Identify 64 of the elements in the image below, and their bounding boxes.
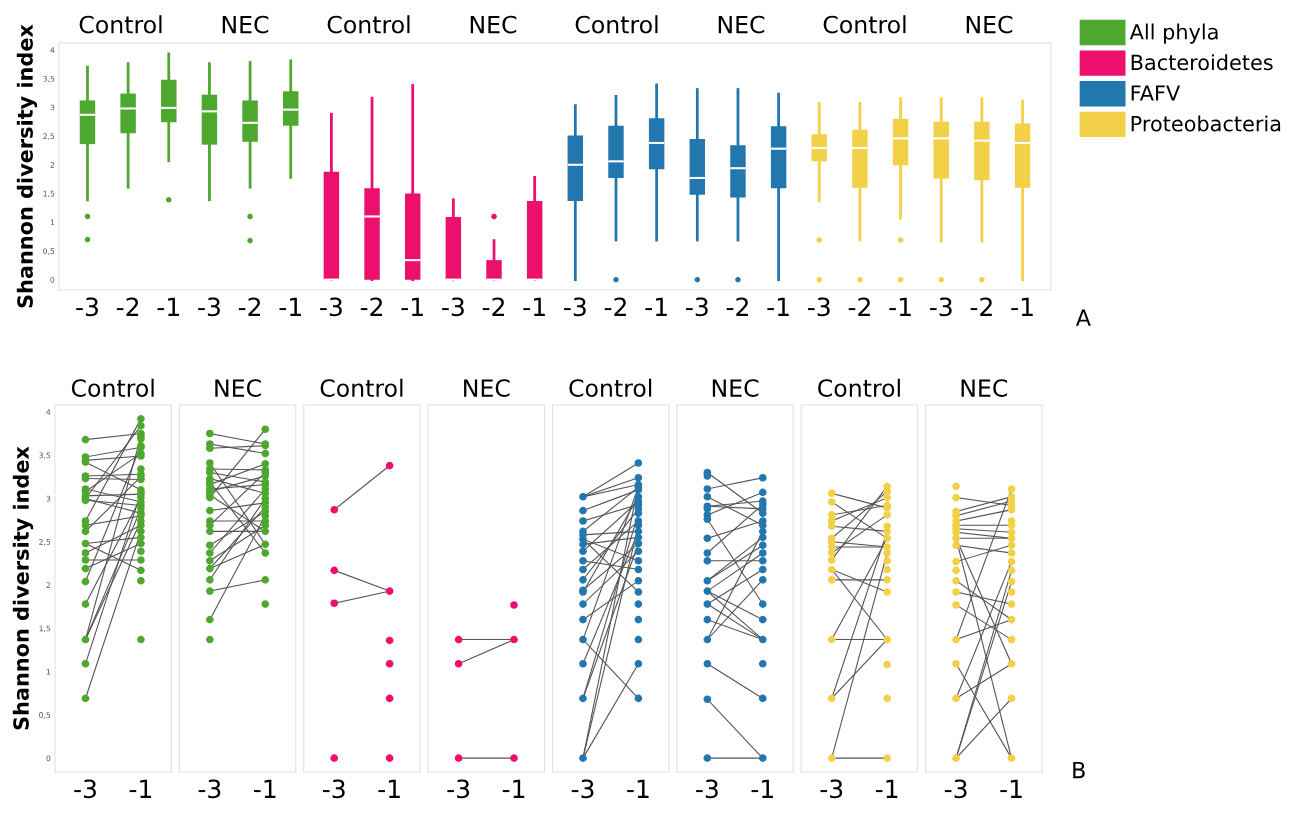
text: NEC [470, 15, 517, 34]
text: NEC [966, 15, 1013, 34]
x-tick-label: -3 [442, 297, 464, 317]
chart-title: Control [569, 378, 652, 397]
x-tick-label: -3 [696, 779, 718, 799]
x-tick-label: -2 [116, 297, 139, 316]
x-tick-label: -1 [157, 297, 179, 316]
x-tick-label: -3 [76, 297, 98, 317]
legend-label: FAFV [1131, 85, 1181, 101]
x-tick-label: -3 [198, 297, 220, 317]
x-tick-label: -2 [482, 297, 504, 316]
x-tick-label: -3 [929, 297, 952, 317]
x-tick-label: -1 [378, 779, 400, 798]
x-tick-label: -1 [627, 779, 649, 798]
x-tick-label: -3 [808, 297, 830, 317]
text: Control [79, 15, 162, 34]
text: A [1075, 309, 1091, 326]
x-tick-label: -2 [726, 297, 748, 316]
text: B [1073, 761, 1085, 779]
text: NEC [718, 15, 765, 34]
x-tick-label: -2 [604, 297, 626, 316]
x-tick-label: -3 [320, 297, 342, 317]
chart-title: NEC [464, 379, 510, 397]
x-tick-label: -2 [360, 297, 383, 316]
chart-title: NEC [961, 379, 1008, 397]
x-tick-label: -1 [1011, 297, 1033, 316]
text: NEC [222, 15, 269, 34]
chart-title: Control [818, 378, 900, 397]
chart-title: NEC [712, 379, 759, 397]
legend-label: Proteobacteria [1131, 115, 1281, 132]
x-tick-label: -1 [751, 779, 773, 798]
x-tick-label: -1 [279, 297, 301, 316]
x-tick-label: -1 [889, 297, 911, 316]
chart-title: NEC [215, 379, 261, 397]
x-tick-label: -3 [322, 779, 345, 799]
x-tick-label: -1 [767, 297, 789, 316]
legend-label: All phyla [1129, 23, 1218, 44]
x-tick-label: -1 [401, 297, 423, 316]
x-tick-label: -1 [523, 297, 545, 316]
x-tick-label: -3 [820, 779, 843, 799]
x-tick-label: -1 [645, 297, 667, 316]
x-tick-label: -1 [129, 779, 152, 798]
x-tick-label: -3 [74, 779, 96, 799]
x-tick-label: -3 [447, 779, 470, 799]
text: Control [327, 15, 410, 34]
legend-label: Bacteroidetes [1131, 54, 1273, 71]
x-tick-label: -3 [564, 297, 586, 317]
x-tick-label: -3 [571, 779, 594, 799]
x-tick-label: -3 [686, 297, 708, 317]
x-tick-label: -3 [198, 779, 221, 799]
x-tick-label: -2 [848, 297, 870, 316]
x-tick-label: -1 [502, 779, 525, 798]
x-tick-label: -1 [875, 779, 898, 798]
y-axis-title: Shannon diversity index [16, 24, 38, 308]
text: Control [575, 15, 658, 34]
chart-title: Control [71, 378, 154, 397]
x-tick-label: -3 [944, 779, 967, 799]
x-tick-label: -1 [1000, 779, 1022, 798]
x-tick-label: -1 [254, 779, 276, 798]
y-axis-title: Shannon diversity index [12, 446, 34, 730]
x-tick-label: -2 [970, 297, 992, 316]
chart-title: Control [320, 378, 403, 397]
text: Control [823, 15, 906, 34]
x-tick-label: -2 [238, 297, 261, 316]
